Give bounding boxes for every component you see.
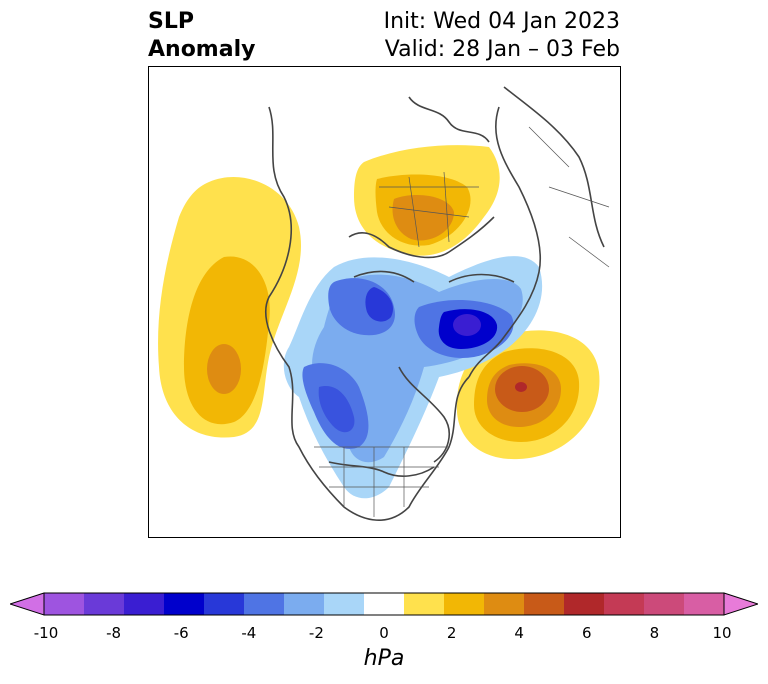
colorbar-units: hPa xyxy=(363,646,405,671)
north-atlantic-high xyxy=(456,330,600,460)
colorbar-tick-label: 4 xyxy=(514,624,524,642)
colorbar-segment xyxy=(364,593,405,615)
colorbar-tick-label: 2 xyxy=(446,624,457,642)
colorbar-outline xyxy=(43,592,725,616)
colorbar-tick-label: -10 xyxy=(33,624,59,642)
title-left: SLP Anomaly xyxy=(148,8,255,64)
colorbar-segment xyxy=(524,593,565,615)
colorbar-segment xyxy=(564,593,605,615)
colorbar-segment xyxy=(444,593,485,615)
colorbar-tick-label: 6 xyxy=(582,624,592,642)
colorbar-tick-label: 0 xyxy=(379,624,389,642)
colorbar-segment xyxy=(204,593,245,615)
colorbar-tick-label: -4 xyxy=(241,624,257,642)
colorbar-segment xyxy=(604,593,645,615)
colorbar-segment xyxy=(124,593,165,615)
colorbar-tick-label: 8 xyxy=(649,624,660,642)
colorbar-segment xyxy=(284,593,325,615)
title-variable: SLP xyxy=(148,9,194,34)
colorbar-segment xyxy=(324,593,365,615)
colorbar-segment xyxy=(244,593,285,615)
title-right: Init: Wed 04 Jan 2023 Valid: 28 Jan – 03… xyxy=(384,8,620,64)
colorbar-segment xyxy=(684,593,725,615)
arctic-low xyxy=(283,256,543,499)
colorbar-arrow-max xyxy=(723,592,758,616)
colorbar-tick-label: 10 xyxy=(712,624,732,642)
colorbar-segment xyxy=(404,593,445,615)
colorbar-segment xyxy=(84,593,125,615)
coastlines xyxy=(264,86,605,521)
colorbar-segment xyxy=(644,593,685,615)
valid-range: Valid: 28 Jan – 03 Feb xyxy=(384,37,620,62)
map-canvas xyxy=(158,86,610,521)
colorbar-tick-label: -6 xyxy=(173,624,189,642)
siberia-high xyxy=(354,145,500,256)
colorbar-tick-label: -8 xyxy=(106,624,122,642)
slp-anomaly-map xyxy=(148,66,621,538)
colorbar-segment xyxy=(484,593,525,615)
colorbar-tick-label: -2 xyxy=(308,624,324,642)
title-subtitle: Anomaly xyxy=(148,37,256,62)
north-pacific-high xyxy=(158,177,302,438)
colorbar-segment xyxy=(44,593,85,615)
init-date: Init: Wed 04 Jan 2023 xyxy=(383,9,620,34)
colorbar-arrow-min xyxy=(10,592,45,616)
colorbar-segment xyxy=(164,593,205,615)
political-borders xyxy=(314,126,610,517)
colorbar xyxy=(10,592,758,616)
